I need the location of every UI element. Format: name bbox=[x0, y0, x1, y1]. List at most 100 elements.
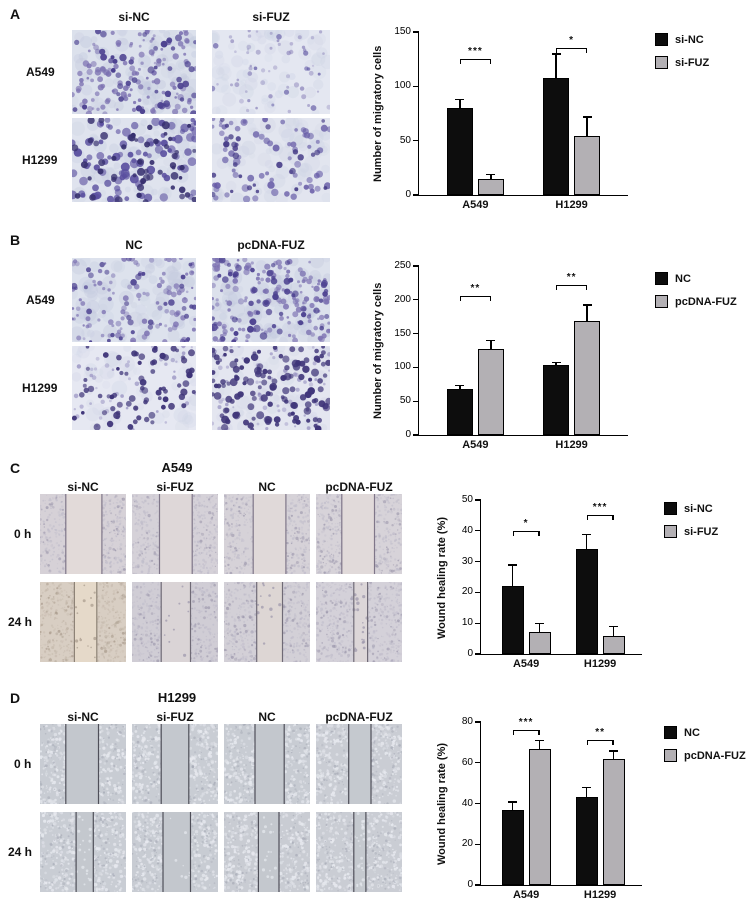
panel-c-title: A549 bbox=[161, 460, 193, 475]
x-category-A549: A549 bbox=[512, 658, 540, 670]
error-bar-cap bbox=[609, 750, 619, 752]
micrograph-a549-pcdna-fuz bbox=[212, 258, 330, 342]
chart-d-legend: NC pcDNA-FUZ bbox=[664, 726, 746, 772]
micrograph-h1299-pcdna-fuz bbox=[212, 346, 330, 430]
y-tick-mark bbox=[475, 499, 481, 501]
error-bar-line bbox=[585, 533, 588, 550]
wound-a549-si-nc-0h bbox=[40, 494, 126, 574]
y-tick-mark bbox=[413, 332, 419, 335]
significance-bracket-end bbox=[459, 59, 462, 65]
y-tick-label: 50 bbox=[461, 494, 473, 505]
legend-label: si-FUZ bbox=[675, 56, 710, 69]
significance-bracket bbox=[586, 515, 614, 517]
legend-label: NC bbox=[684, 726, 700, 739]
chart-c-legend: si-NC si-FUZ bbox=[664, 502, 718, 548]
legend-swatch bbox=[664, 726, 677, 739]
legend-entry: si-NC bbox=[664, 502, 718, 515]
significance-bracket-end bbox=[512, 530, 514, 536]
bar-A549-NC bbox=[501, 809, 524, 885]
significance-bracket-end bbox=[585, 284, 588, 290]
panel-c-col-header-si-fuz: si-FUZ bbox=[156, 480, 194, 494]
significance-bracket-end bbox=[612, 515, 614, 521]
significance-bracket-end bbox=[538, 730, 540, 736]
panel-d-col-header-si-nc: si-NC bbox=[67, 710, 99, 724]
panel-c-row-label-24h: 24 h bbox=[8, 615, 33, 629]
micrograph-a549-si-nc bbox=[72, 30, 196, 114]
significance-bracket bbox=[459, 296, 491, 298]
chart-b-plot: 0 50 100 150 200 250 A549 ** H1299 ** bbox=[394, 260, 628, 451]
panel-a-col-header-si-nc: si-NC bbox=[118, 10, 150, 24]
error-bar-line bbox=[490, 174, 492, 179]
y-tick-mark bbox=[413, 434, 419, 436]
wound-h1299-pcdna-fuz-24h bbox=[316, 812, 402, 892]
panel-b-row-label-a549: A549 bbox=[26, 293, 55, 307]
legend-swatch bbox=[655, 272, 668, 285]
significance-bracket-end bbox=[612, 740, 614, 746]
significance-bracket bbox=[459, 59, 491, 61]
y-tick-mark bbox=[475, 762, 481, 764]
x-category-A549: A549 bbox=[462, 199, 489, 211]
y-tick-label: 60 bbox=[461, 756, 473, 768]
significance-bracket-end bbox=[556, 48, 558, 54]
y-tick-label: 100 bbox=[394, 361, 411, 373]
chart-b-y-axis-label: Number of migratory cells bbox=[372, 282, 384, 420]
panel-d-col-header-pcdna-fuz: pcDNA-FUZ bbox=[325, 710, 393, 724]
y-tick-label: 0 bbox=[405, 189, 411, 200]
y-tick-mark bbox=[413, 299, 419, 301]
panel-c-col-header-nc: NC bbox=[258, 480, 276, 494]
error-bar-line bbox=[538, 740, 541, 749]
micrograph-h1299-si-fuz bbox=[212, 118, 330, 202]
legend-label: NC bbox=[675, 272, 691, 285]
y-tick-label: 50 bbox=[399, 395, 411, 407]
legend-label: si-NC bbox=[684, 502, 713, 515]
significance-bracket bbox=[556, 48, 588, 50]
wound-h1299-si-fuz-24h bbox=[132, 812, 218, 892]
error-bar-cap bbox=[486, 174, 496, 176]
bar-H1299-NC bbox=[543, 365, 570, 435]
legend-entry: si-NC bbox=[655, 33, 709, 46]
bar-A549-pcDNA-FUZ bbox=[477, 348, 504, 435]
x-category-A549: A549 bbox=[512, 889, 540, 901]
y-tick-mark bbox=[413, 31, 419, 33]
wound-a549-nc-0h bbox=[224, 494, 310, 574]
error-bar-cap bbox=[535, 622, 545, 625]
error-bar-line bbox=[586, 116, 588, 137]
significance-stars: * bbox=[569, 35, 575, 47]
panel-d-title: H1299 bbox=[157, 690, 197, 705]
error-bar-cap bbox=[508, 564, 518, 566]
legend-swatch bbox=[664, 525, 677, 538]
wound-h1299-si-nc-0h bbox=[40, 724, 126, 804]
y-tick-label: 30 bbox=[461, 555, 473, 567]
error-bar-cap bbox=[582, 304, 592, 306]
y-tick-mark bbox=[475, 560, 481, 563]
error-bar-line bbox=[612, 626, 615, 636]
error-bar-line bbox=[490, 340, 492, 349]
y-tick-label: 20 bbox=[461, 838, 473, 850]
y-tick-mark bbox=[413, 265, 419, 267]
y-tick-label: 0 bbox=[467, 879, 473, 890]
significance-stars: *** bbox=[468, 46, 483, 58]
error-bar-cap bbox=[582, 786, 592, 789]
y-tick-mark bbox=[413, 140, 419, 142]
error-bar-line bbox=[511, 801, 514, 810]
error-bar-line bbox=[459, 99, 461, 109]
panel-c-letter: C bbox=[10, 460, 21, 476]
significance-bracket-end bbox=[512, 730, 514, 736]
error-bar-line bbox=[612, 750, 615, 759]
error-bar-cap bbox=[609, 625, 619, 628]
micrograph-a549-nc bbox=[72, 258, 196, 342]
chart-a-plot: 0 50 100 150 A549 *** H1299 * bbox=[394, 26, 628, 211]
error-bar-cap bbox=[551, 361, 561, 363]
legend-label: pcDNA-FUZ bbox=[684, 749, 746, 762]
error-bar-line bbox=[538, 623, 541, 633]
y-tick-mark bbox=[413, 400, 419, 402]
panel-b-col-header-pcdna-fuz: pcDNA-FUZ bbox=[237, 238, 305, 252]
chart-a-y-axis-label: Number of migratory cells bbox=[372, 45, 384, 183]
micrograph-h1299-nc bbox=[72, 346, 196, 430]
bar-A549-si-FUZ bbox=[528, 632, 551, 654]
chart-a-legend: si-NC si-FUZ bbox=[655, 33, 709, 79]
legend-entry: pcDNA-FUZ bbox=[664, 749, 746, 762]
significance-stars: * bbox=[523, 517, 529, 529]
wound-a549-pcdna-fuz-24h bbox=[316, 582, 402, 662]
chart-c-y-axis-label: Wound healing rate (%) bbox=[436, 516, 448, 639]
